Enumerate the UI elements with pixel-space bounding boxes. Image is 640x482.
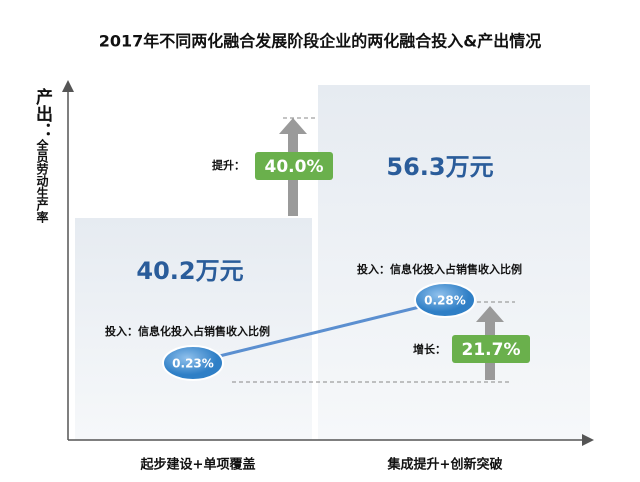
axis-arrow (62, 80, 74, 92)
output-value: 56.3万元 (386, 153, 493, 181)
change-label: 提升： (212, 158, 245, 172)
y-axis-subtitle: 全员劳动生产率 (35, 139, 49, 223)
arrow (476, 306, 504, 322)
y-axis-label: 产出：全员劳动生产率 (30, 88, 55, 223)
input-label: 投入：信息化投入占销售收入比例 (105, 324, 270, 338)
input-label: 投入：信息化投入占销售收入比例 (357, 262, 522, 276)
change-box (452, 335, 530, 363)
output-value: 40.2万元 (136, 257, 243, 285)
stage-box (75, 218, 312, 440)
stage-box (318, 85, 590, 440)
axis-arrow (582, 434, 594, 446)
title: 2017年不同两化融合发展阶段企业的两化融合投入&产出情况 (99, 32, 542, 51)
arrow (279, 118, 307, 134)
input-value: 0.28% (424, 294, 466, 308)
input-oval (414, 282, 476, 318)
x-label: 集成提升+创新突破 (387, 457, 503, 473)
trend-line (194, 300, 441, 364)
y-axis-title: 产出： (32, 88, 52, 139)
change-value: 21.7% (462, 340, 521, 360)
input-value: 0.23% (172, 357, 214, 371)
change-label: 增长： (413, 342, 446, 356)
change-value: 40.0% (265, 157, 324, 177)
change-box (255, 152, 333, 180)
input-oval (162, 345, 224, 381)
x-label: 起步建设+单项覆盖 (140, 457, 256, 473)
